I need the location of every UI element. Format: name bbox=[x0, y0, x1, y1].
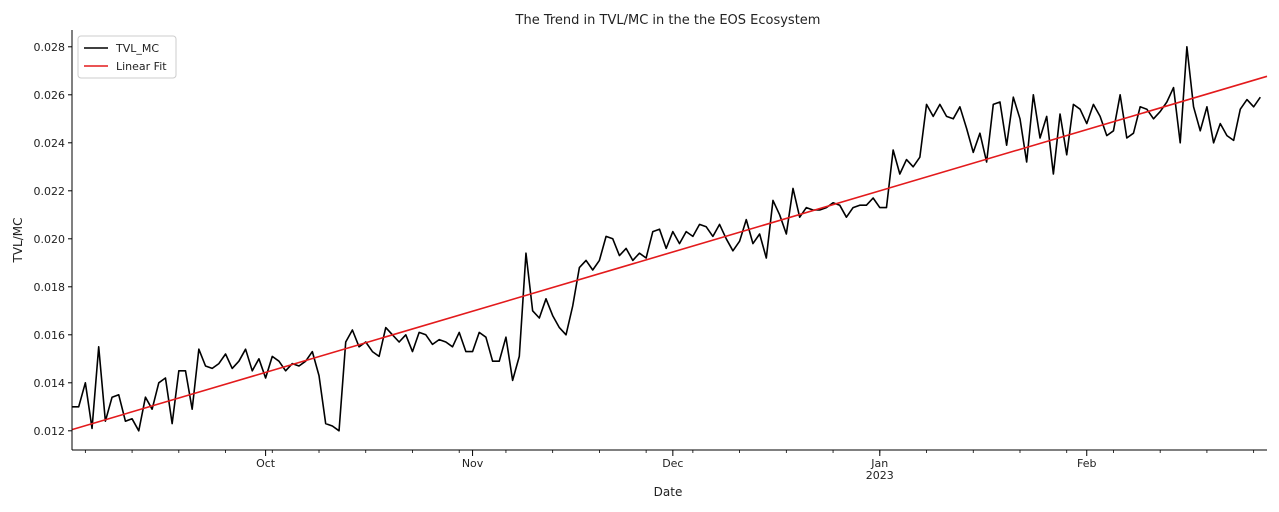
x-tick-label: Nov bbox=[462, 457, 484, 470]
legend-frame bbox=[77, 35, 177, 79]
x-tick-sublabel: 2023 bbox=[866, 469, 894, 482]
plot-area bbox=[71, 46, 1268, 432]
legend-label-linear-fit: Linear Fit bbox=[116, 60, 167, 73]
y-tick-label: 0.024 bbox=[34, 137, 66, 150]
axes: 0.012 0.014 0.016 0.018 0.020 0.022 0.024 0.026… bbox=[34, 30, 1267, 482]
legend: TVL_MC Linear Fit bbox=[77, 35, 177, 79]
y-axis-label: TVL/MC bbox=[11, 218, 25, 264]
x-axis-label: Date bbox=[654, 485, 683, 499]
y-tick-label: 0.026 bbox=[34, 89, 66, 102]
y-tick-label: 0.014 bbox=[34, 377, 66, 390]
y-tick-label: 0.016 bbox=[34, 329, 66, 342]
y-tick-label: 0.018 bbox=[34, 281, 66, 294]
series-line-linear-fit bbox=[71, 75, 1268, 431]
series-line-tvl-mc bbox=[72, 46, 1261, 432]
chart-title: The Trend in TVL/MC in the the EOS Ecosy… bbox=[515, 13, 821, 28]
y-tick-label: 0.028 bbox=[34, 41, 66, 54]
y-tick-label: 0.012 bbox=[34, 425, 66, 438]
x-tick-label: Feb bbox=[1077, 457, 1096, 470]
y-tick-label: 0.020 bbox=[34, 233, 66, 246]
x-tick-label: Dec bbox=[662, 457, 683, 470]
y-tick-label: 0.022 bbox=[34, 185, 66, 198]
x-tick-label: Jan bbox=[870, 457, 888, 470]
x-tick-label: Oct bbox=[256, 457, 276, 470]
legend-label-tvl-mc: TVL_MC bbox=[115, 42, 159, 55]
